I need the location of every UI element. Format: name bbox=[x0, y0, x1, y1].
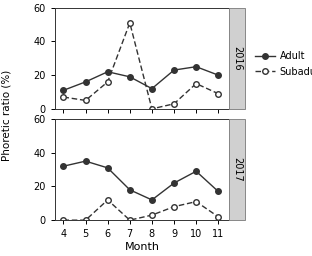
Text: 2016: 2016 bbox=[232, 46, 242, 71]
FancyBboxPatch shape bbox=[229, 8, 245, 109]
X-axis label: Month: Month bbox=[124, 242, 159, 252]
FancyBboxPatch shape bbox=[229, 119, 245, 220]
Text: Phoretic ratio (%): Phoretic ratio (%) bbox=[1, 70, 11, 161]
Text: 2017: 2017 bbox=[232, 157, 242, 182]
Legend: Adult, Subadult: Adult, Subadult bbox=[255, 51, 312, 77]
